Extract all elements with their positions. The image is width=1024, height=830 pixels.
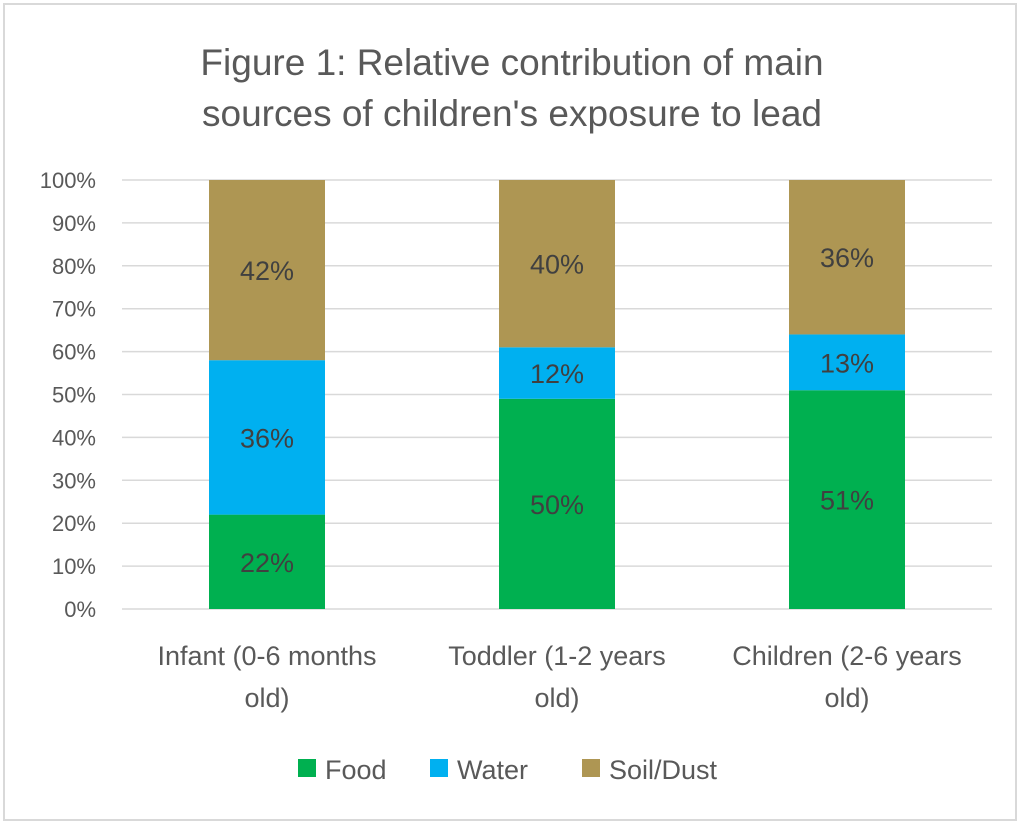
data-label: 50%	[530, 490, 584, 520]
legend-swatch-food	[298, 759, 316, 777]
x-category-label: Toddler (1-2 years	[448, 641, 666, 671]
y-tick-label: 70%	[52, 297, 96, 322]
bar-segment-soil-dust-0	[209, 180, 325, 361]
bar-segment-food-1	[499, 398, 615, 609]
y-tick-label: 50%	[52, 383, 96, 408]
bars	[209, 180, 905, 609]
data-labels: 22% 36% 42% 50% 12% 40% 51% 13% 36%	[240, 243, 874, 578]
y-axis-tick-labels: 0% 10% 20% 30% 40% 50% 60% 70% 80% 90% 100%	[40, 168, 96, 622]
bar-segment-water-0	[209, 360, 325, 515]
legend-swatch-water	[430, 759, 448, 777]
bar-segment-water-1	[499, 347, 615, 399]
data-label: 22%	[240, 548, 294, 578]
x-category-label: Infant (0-6 months	[157, 641, 376, 671]
data-label: 12%	[530, 359, 584, 389]
x-category-label: old)	[824, 683, 869, 713]
bar-segment-soil-dust-1	[499, 180, 615, 348]
y-tick-label: 60%	[52, 340, 96, 365]
y-tick-label: 20%	[52, 511, 96, 536]
legend-label: Soil/Dust	[609, 755, 718, 785]
x-category-label: old)	[244, 683, 289, 713]
legend: Food Water Soil/Dust	[298, 755, 718, 785]
data-label: 51%	[820, 486, 874, 516]
data-label: 36%	[820, 243, 874, 273]
y-tick-label: 40%	[52, 425, 96, 450]
y-tick-label: 100%	[40, 168, 96, 193]
legend-label: Food	[325, 755, 387, 785]
legend-swatch-soil-dust	[582, 759, 600, 777]
x-category-label: Children (2-6 years	[732, 641, 962, 671]
bar-segment-food-0	[209, 514, 325, 609]
data-label: 40%	[530, 250, 584, 280]
chart-title-line-2: sources of children's exposure to lead	[202, 93, 822, 134]
y-tick-label: 90%	[52, 211, 96, 236]
chart-title-line-1: Figure 1: Relative contribution of main	[200, 42, 823, 83]
bar-segment-food-2	[789, 390, 905, 609]
data-label: 13%	[820, 348, 874, 378]
chart-title: Figure 1: Relative contribution of main …	[200, 42, 823, 134]
data-label: 42%	[240, 256, 294, 286]
x-category-label: old)	[534, 683, 579, 713]
y-tick-label: 80%	[52, 254, 96, 279]
y-tick-label: 0%	[64, 597, 96, 622]
bar-segment-soil-dust-2	[789, 180, 905, 335]
data-label: 36%	[240, 423, 294, 453]
y-tick-label: 10%	[52, 554, 96, 579]
x-axis-category-labels: Infant (0-6 months old) Toddler (1-2 years…	[157, 641, 961, 713]
legend-label: Water	[457, 755, 528, 785]
y-tick-label: 30%	[52, 468, 96, 493]
bar-segment-water-2	[789, 334, 905, 391]
